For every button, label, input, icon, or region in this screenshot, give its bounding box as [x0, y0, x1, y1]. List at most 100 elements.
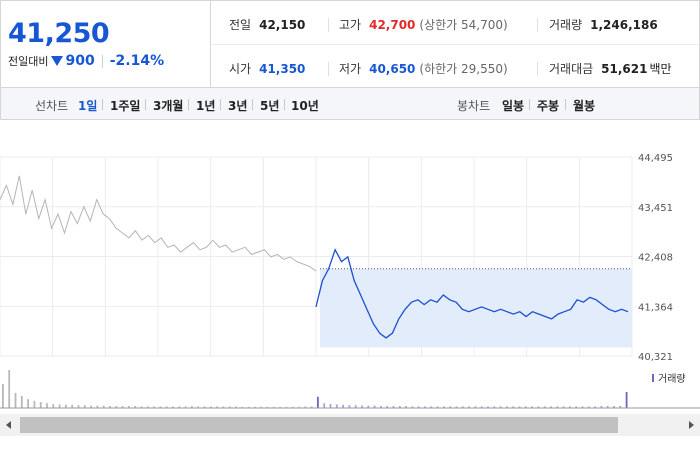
volume-bar [260, 406, 263, 408]
divider [102, 99, 103, 110]
period-5y[interactable]: 5년 [260, 99, 280, 113]
candle-weekly[interactable]: 주봉 [537, 99, 560, 113]
stat-value: 42,700 [369, 17, 416, 32]
y-axis-ticks: 44,495 43,451 42,408 41,364 40,321 [638, 153, 673, 363]
volume-bar [556, 406, 559, 408]
stat-value: 40,650 [369, 61, 416, 76]
volume-bar [310, 406, 313, 408]
chart-grid [0, 156, 633, 357]
volume-bar [543, 406, 546, 408]
stat-trade-value: 거래대금 51,621 백만 [549, 60, 672, 77]
candle-chart-label: 봉차트 [457, 99, 491, 113]
volume-bar [474, 406, 477, 408]
period-1y[interactable]: 1년 [196, 99, 216, 113]
divider [220, 99, 221, 110]
volume-bar [342, 404, 344, 408]
candle-daily[interactable]: 일봉 [502, 99, 525, 113]
volume-bar [159, 406, 162, 408]
stat-label: 저가 [339, 62, 362, 76]
volume-bar [184, 406, 187, 408]
volume-bar [461, 406, 464, 408]
volume-legend-swatch [652, 374, 654, 382]
divider [328, 18, 329, 32]
volume-bar [121, 406, 124, 408]
current-price-box: 41,250 전일대비 900 -2.14% [1, 1, 211, 87]
stat-value: 1,246,186 [590, 17, 658, 32]
divider [145, 99, 146, 110]
volume-bar [398, 406, 401, 408]
volume-bar [449, 406, 452, 408]
volume-bar [373, 405, 376, 408]
volume-bar [430, 406, 433, 408]
horizontal-scrollbar[interactable] [0, 414, 700, 436]
volume-bar [323, 403, 326, 408]
volume-bar [455, 406, 458, 408]
volume-bar [329, 404, 332, 408]
volume-bar [569, 406, 571, 408]
volume-bar [575, 406, 578, 408]
period-1d[interactable]: 1일 [78, 99, 98, 113]
volume-bar [247, 406, 250, 408]
divider [211, 44, 699, 45]
volume-bar [606, 406, 609, 408]
volume-bar [71, 404, 74, 408]
volume-legend-label: 거래량 [658, 373, 686, 385]
period-1w[interactable]: 1주일 [110, 99, 141, 113]
change-label: 전일대비 [8, 55, 49, 68]
volume-bar [279, 406, 281, 408]
y-tick-label: 40,321 [638, 352, 673, 363]
volume-bar [392, 406, 395, 408]
volume-bar [272, 406, 275, 408]
volume-bar [27, 399, 29, 408]
below-prev-close-area [320, 268, 632, 348]
change-percent: -2.14% [109, 53, 165, 69]
volume-bar [291, 406, 294, 408]
stat-sub: (하한가 29,550) [419, 62, 508, 76]
y-tick-label: 43,451 [638, 203, 673, 214]
volume-bar [537, 406, 540, 408]
volume-bar [587, 406, 590, 408]
volume-bar [443, 406, 445, 408]
volume-bar [33, 400, 36, 408]
volume-bar [146, 406, 149, 408]
stats-panel: 전일 42,150 고가 42,700 (상한가 54,700) 거래량 1,2… [211, 1, 699, 87]
volume-bar [178, 406, 181, 408]
period-3y[interactable]: 3년 [228, 99, 248, 113]
volume-bar [197, 406, 200, 408]
stat-label: 거래량 [549, 18, 583, 32]
divider [529, 99, 530, 110]
volume-bar [361, 405, 363, 408]
volume-bar [600, 406, 603, 408]
volume-bar [2, 384, 4, 408]
period-3m[interactable]: 3개월 [153, 99, 184, 113]
divider [188, 99, 189, 110]
price-series [0, 175, 629, 339]
volume-bar [487, 406, 489, 408]
scroll-right-icon[interactable] [689, 421, 694, 429]
volume-bar [348, 405, 351, 408]
volume-bar [386, 406, 389, 408]
volume-bars [0, 370, 700, 409]
series-line-today [315, 248, 629, 339]
scroll-left-icon[interactable] [6, 421, 11, 429]
volume-bar [140, 406, 143, 408]
y-tick-label: 44,495 [638, 153, 673, 164]
divider [101, 54, 103, 68]
volume-bar [128, 406, 130, 408]
scrollbar-thumb[interactable] [20, 417, 618, 433]
volume-bar [417, 406, 420, 408]
stat-label: 고가 [339, 18, 362, 32]
period-10y[interactable]: 10년 [291, 99, 319, 113]
candle-monthly[interactable]: 월봉 [573, 99, 596, 113]
volume-bar [335, 404, 338, 408]
stat-volume: 거래량 1,246,186 [549, 16, 658, 33]
volume-bar [254, 406, 256, 408]
change-amount: 900 [65, 53, 95, 69]
volume-bar [52, 404, 55, 408]
volume-bar [20, 396, 23, 408]
volume-bar [203, 406, 206, 408]
volume-bar [285, 406, 288, 408]
volume-bar [493, 406, 496, 408]
volume-bar [115, 406, 118, 408]
volume-bar [90, 405, 92, 408]
